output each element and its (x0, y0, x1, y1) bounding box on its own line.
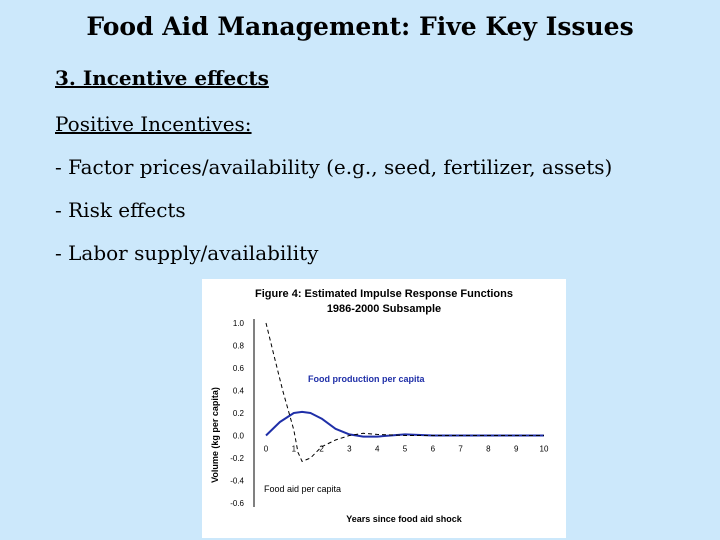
series-label-food-aid: Food aid per capita (264, 484, 341, 494)
x-tick-label: 0 (264, 445, 269, 454)
x-axis-label: Years since food aid shock (346, 514, 463, 524)
chart-subtitle: 1986-2000 Subsample (327, 303, 441, 315)
y-tick-label: -0.2 (230, 454, 244, 463)
slide-title: Food Aid Management: Five Key Issues (86, 12, 634, 41)
x-tick-label: 5 (403, 445, 408, 454)
x-tick-label: 4 (375, 445, 380, 454)
x-tick-label: 9 (514, 445, 519, 454)
y-tick-label: -0.4 (230, 477, 244, 486)
bullet-risk-effects: - Risk effects (55, 198, 186, 222)
x-tick-label: 3 (347, 445, 352, 454)
y-tick-label: 1.0 (233, 319, 245, 328)
y-tick-labels: 1.0 0.8 0.6 0.4 0.2 0.0 -0.2 -0.4 -0.6 (230, 319, 244, 508)
y-tick-label: -0.6 (230, 499, 244, 508)
bullet-labor-supply: - Labor supply/availability (55, 241, 319, 265)
series-label-food-production: Food production per capita (308, 374, 425, 384)
chart-svg: Figure 4: Estimated Impulse Response Fun… (210, 288, 549, 524)
series-lines (265, 322, 544, 462)
x-tick-label: 8 (486, 445, 491, 454)
y-tick-label: 0.4 (233, 387, 245, 396)
y-tick-label: 0.8 (233, 342, 245, 351)
y-axis-label: Volume (kg per capita) (210, 387, 220, 483)
y-tick-label: 0.0 (233, 432, 245, 441)
series-line-food-aid (265, 322, 544, 462)
chart-title: Figure 4: Estimated Impulse Response Fun… (255, 288, 513, 300)
x-tick-label: 7 (458, 445, 463, 454)
x-tick-label: 6 (431, 445, 436, 454)
y-tick-label: 0.2 (233, 409, 245, 418)
section-heading: 3. Incentive effects (55, 66, 269, 90)
x-tick-label: 2 (319, 445, 324, 454)
bullet-factor-prices: - Factor prices/availability (e.g., seed… (55, 155, 613, 179)
impulse-response-figure: Figure 4: Estimated Impulse Response Fun… (202, 279, 566, 538)
y-tick-label: 0.6 (233, 364, 245, 373)
x-tick-label: 1 (292, 445, 297, 454)
series-line-food-production (265, 410, 544, 438)
x-tick-label: 10 (540, 445, 549, 454)
x-tick-labels: 0 1 2 3 4 5 6 7 8 9 10 (264, 445, 549, 454)
subheading: Positive Incentives: (55, 112, 252, 136)
